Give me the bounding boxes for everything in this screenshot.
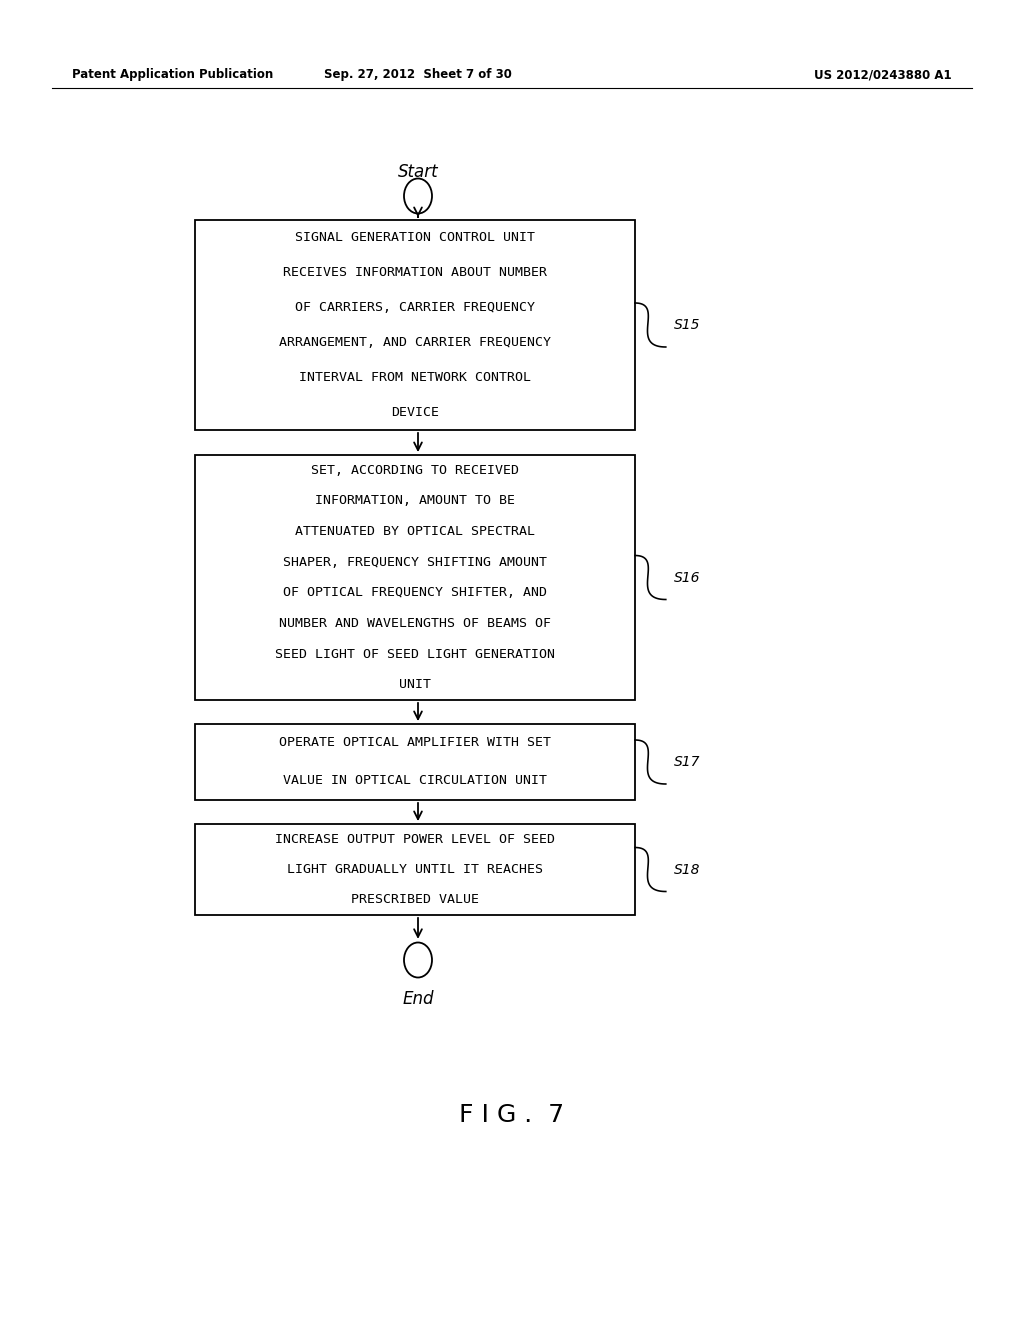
Text: US 2012/0243880 A1: US 2012/0243880 A1 — [814, 69, 952, 81]
Text: LIGHT GRADUALLY UNTIL IT REACHES: LIGHT GRADUALLY UNTIL IT REACHES — [287, 863, 543, 876]
Text: SIGNAL GENERATION CONTROL UNIT: SIGNAL GENERATION CONTROL UNIT — [295, 231, 535, 244]
Text: SET, ACCORDING TO RECEIVED: SET, ACCORDING TO RECEIVED — [311, 463, 519, 477]
Text: DEVICE: DEVICE — [391, 407, 439, 418]
Text: Sep. 27, 2012  Sheet 7 of 30: Sep. 27, 2012 Sheet 7 of 30 — [324, 69, 512, 81]
Text: SHAPER, FREQUENCY SHIFTING AMOUNT: SHAPER, FREQUENCY SHIFTING AMOUNT — [283, 556, 547, 569]
Text: RECEIVES INFORMATION ABOUT NUMBER: RECEIVES INFORMATION ABOUT NUMBER — [283, 267, 547, 279]
Text: S17: S17 — [674, 755, 700, 770]
Text: VALUE IN OPTICAL CIRCULATION UNIT: VALUE IN OPTICAL CIRCULATION UNIT — [283, 775, 547, 788]
Text: INFORMATION, AMOUNT TO BE: INFORMATION, AMOUNT TO BE — [315, 495, 515, 507]
Text: UNIT: UNIT — [399, 678, 431, 692]
Bar — [195, 723, 635, 800]
Text: ATTENUATED BY OPTICAL SPECTRAL: ATTENUATED BY OPTICAL SPECTRAL — [295, 525, 535, 539]
Text: ARRANGEMENT, AND CARRIER FREQUENCY: ARRANGEMENT, AND CARRIER FREQUENCY — [279, 337, 551, 348]
Text: OF OPTICAL FREQUENCY SHIFTER, AND: OF OPTICAL FREQUENCY SHIFTER, AND — [283, 586, 547, 599]
Text: SEED LIGHT OF SEED LIGHT GENERATION: SEED LIGHT OF SEED LIGHT GENERATION — [275, 648, 555, 660]
Text: F I G .  7: F I G . 7 — [460, 1104, 564, 1127]
Text: NUMBER AND WAVELENGTHS OF BEAMS OF: NUMBER AND WAVELENGTHS OF BEAMS OF — [279, 616, 551, 630]
Bar — [195, 220, 635, 430]
Text: Patent Application Publication: Patent Application Publication — [72, 69, 273, 81]
Text: S16: S16 — [674, 570, 700, 585]
Text: INCREASE OUTPUT POWER LEVEL OF SEED: INCREASE OUTPUT POWER LEVEL OF SEED — [275, 833, 555, 846]
Bar — [195, 824, 635, 915]
Text: S15: S15 — [674, 318, 700, 333]
Bar — [195, 455, 635, 700]
Text: OPERATE OPTICAL AMPLIFIER WITH SET: OPERATE OPTICAL AMPLIFIER WITH SET — [279, 737, 551, 750]
Text: Start: Start — [397, 162, 438, 181]
Text: INTERVAL FROM NETWORK CONTROL: INTERVAL FROM NETWORK CONTROL — [299, 371, 531, 384]
Text: End: End — [402, 990, 434, 1008]
Text: S18: S18 — [674, 862, 700, 876]
Text: OF CARRIERS, CARRIER FREQUENCY: OF CARRIERS, CARRIER FREQUENCY — [295, 301, 535, 314]
Text: PRESCRIBED VALUE: PRESCRIBED VALUE — [351, 894, 479, 907]
